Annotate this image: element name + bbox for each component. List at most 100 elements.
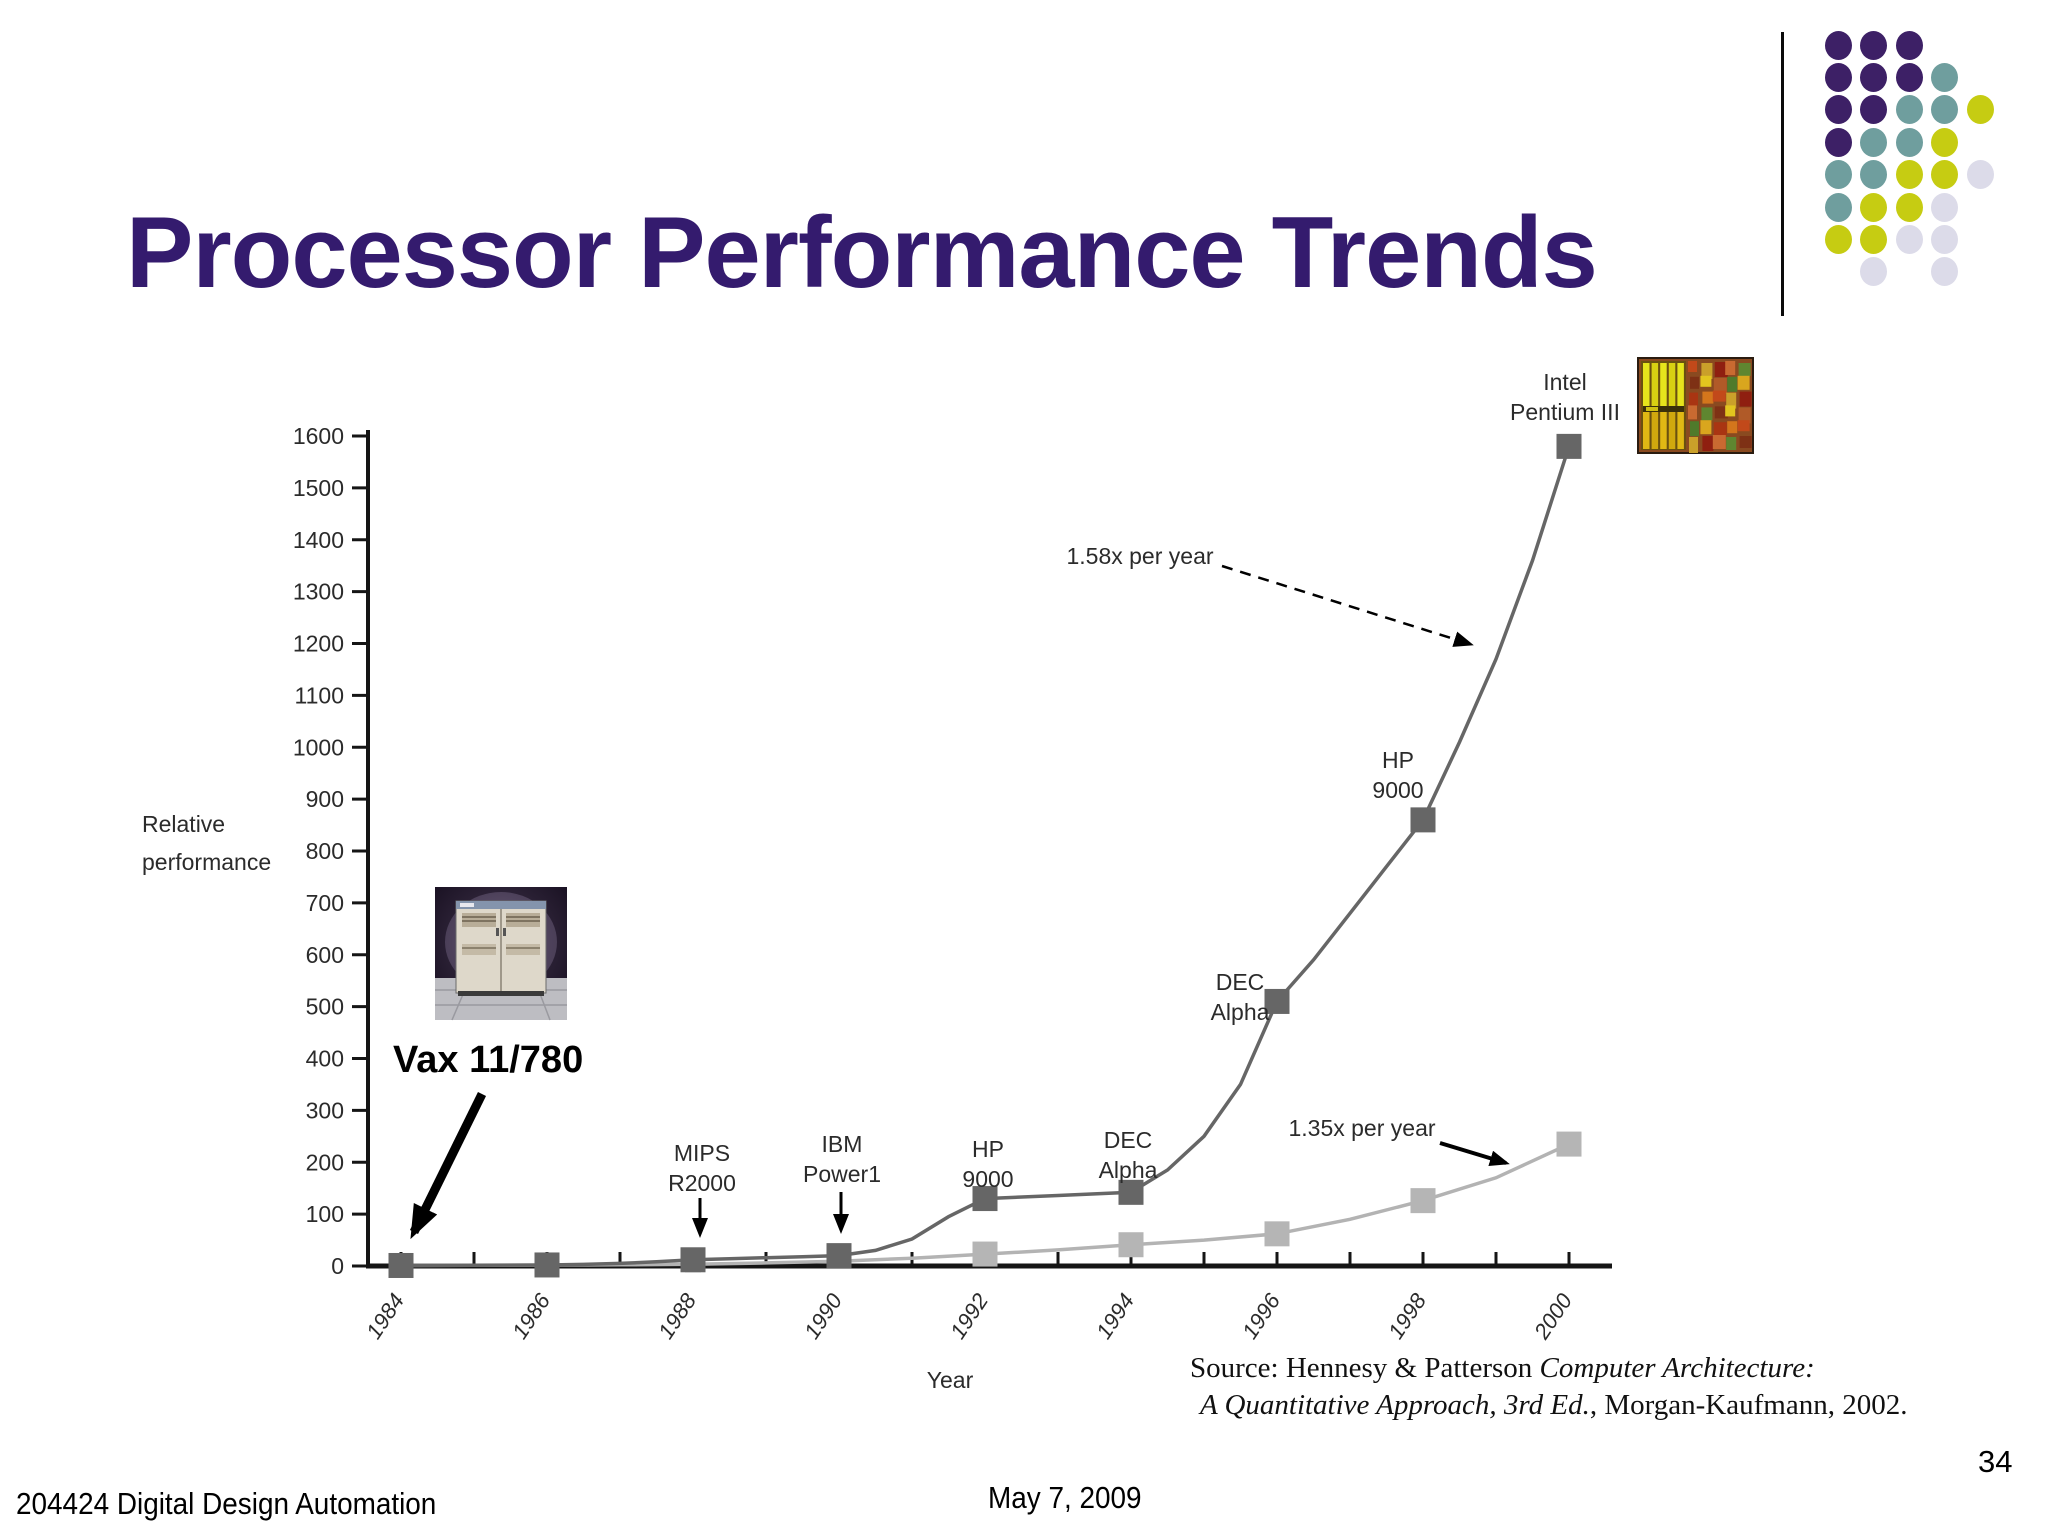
y-tick-label: 800 (306, 838, 344, 864)
data-marker (1118, 1179, 1144, 1205)
die-block (1689, 437, 1698, 453)
y-tick-label: 100 (306, 1201, 344, 1227)
data-marker (1556, 1131, 1582, 1157)
logo-dot (1895, 62, 1923, 92)
die-block (1700, 420, 1712, 435)
logo-dot (1860, 127, 1887, 157)
milestone-label-dec96: DEC (1216, 969, 1265, 995)
x-tick-label: 1998 (1383, 1288, 1432, 1343)
y-axis-title: performance (142, 849, 271, 875)
logo-dot (1860, 257, 1887, 287)
x-tick-label: 1990 (799, 1288, 848, 1343)
logo-dot (1824, 224, 1852, 254)
source-citation: Source: Hennesy & Patterson Computer Arc… (1190, 1350, 1907, 1424)
die-bar (1660, 363, 1667, 406)
data-marker (534, 1252, 560, 1278)
logo-dot (1824, 160, 1852, 190)
x-tick-label: 1988 (653, 1288, 702, 1343)
logo-dot (1895, 160, 1923, 190)
data-marker (972, 1186, 998, 1212)
logo-dot (1824, 62, 1852, 92)
y-tick-label: 300 (306, 1097, 344, 1123)
logo-dot (1931, 224, 1958, 254)
milestone-label-hp98: HP (1382, 747, 1414, 773)
data-marker (388, 1252, 414, 1278)
logo-dot (1860, 160, 1887, 190)
milestone-label-hp92: HP (972, 1136, 1004, 1162)
page-number: 34 (1978, 1444, 2013, 1479)
y-tick-label: 1200 (293, 631, 344, 657)
logo-dot (1895, 192, 1923, 222)
die-block (1739, 436, 1752, 448)
die-block (1690, 421, 1699, 437)
logo-dot (1931, 95, 1958, 125)
y-tick-label: 0 (331, 1253, 344, 1279)
die-block (1714, 406, 1728, 419)
data-marker (826, 1243, 852, 1269)
y-tick-label: 1500 (293, 475, 344, 501)
x-tick-label: 2000 (1528, 1288, 1577, 1344)
logo-dot (1860, 224, 1887, 254)
annotation-label-0: 1.58x per year (1066, 543, 1213, 569)
x-axis-title: Year (927, 1367, 974, 1393)
logo-dot (1824, 192, 1852, 222)
die-block (1689, 392, 1698, 406)
milestone-label-ibm: Power1 (803, 1161, 881, 1187)
logo-dot (1824, 95, 1852, 125)
die-strip (1643, 406, 1684, 412)
logo-dot (1931, 257, 1958, 287)
die-bar (1677, 412, 1684, 449)
logo-dot (1931, 192, 1958, 222)
logo-dot (1860, 62, 1887, 92)
die-block (1688, 405, 1697, 420)
die-block (1701, 363, 1713, 379)
y-tick-label: 1400 (293, 527, 344, 553)
logo-dot (1966, 95, 1994, 125)
footer-course: 204424 Digital Design Automation (16, 1486, 437, 1521)
y-tick-label: 200 (306, 1149, 344, 1175)
die-block (1726, 392, 1737, 409)
die-block (1727, 421, 1738, 434)
y-tick-label: 400 (306, 1046, 344, 1072)
die-block (1714, 362, 1728, 377)
die-block (1737, 375, 1750, 390)
y-tick-label: 1000 (293, 734, 344, 760)
y-tick-label: 600 (306, 942, 344, 968)
data-marker (972, 1241, 998, 1267)
milestone-label-dec94: Alpha (1099, 1157, 1158, 1183)
pentium-iii-die-photo (1637, 357, 1754, 454)
data-marker (1118, 1232, 1144, 1258)
die-block (1702, 436, 1714, 451)
milestone-label-piii: Pentium III (1510, 399, 1620, 425)
source-line-1: Source: Hennesy & Patterson Computer Arc… (1190, 1352, 1815, 1384)
die-bar (1660, 412, 1667, 449)
die-block (1737, 420, 1750, 432)
milestone-label-mips: MIPS (674, 1140, 730, 1166)
logo-dot (1931, 160, 1958, 190)
milestone-label-mips: R2000 (668, 1170, 736, 1196)
milestone-label-hp92: 9000 (962, 1166, 1013, 1192)
footer-date: May 7, 2009 (988, 1480, 1142, 1515)
logo-dot (1895, 95, 1923, 125)
die-block (1688, 361, 1697, 372)
vax-11-780-photo (435, 887, 567, 1021)
die-block (1738, 407, 1751, 424)
die-block (1690, 376, 1699, 389)
source-line-2: A Quantitative Approach, 3rd Ed., Morgan… (1200, 1389, 1908, 1421)
die-bar (1643, 412, 1650, 449)
annotation-arrow-0 (1221, 564, 1474, 647)
die-bar (1651, 412, 1659, 449)
die-bar (1668, 412, 1676, 449)
y-tick-label: 1600 (293, 423, 344, 449)
die-bar (1677, 363, 1684, 406)
x-tick-label: 1992 (945, 1289, 993, 1344)
milestone-label-dec96: Alpha (1211, 999, 1270, 1025)
y-tick-label: 500 (306, 994, 344, 1020)
y-tick-label: 900 (306, 786, 344, 812)
data-marker (680, 1247, 706, 1273)
logo-dot (1824, 30, 1852, 60)
data-marker (1410, 807, 1436, 833)
die-block (1713, 377, 1727, 394)
